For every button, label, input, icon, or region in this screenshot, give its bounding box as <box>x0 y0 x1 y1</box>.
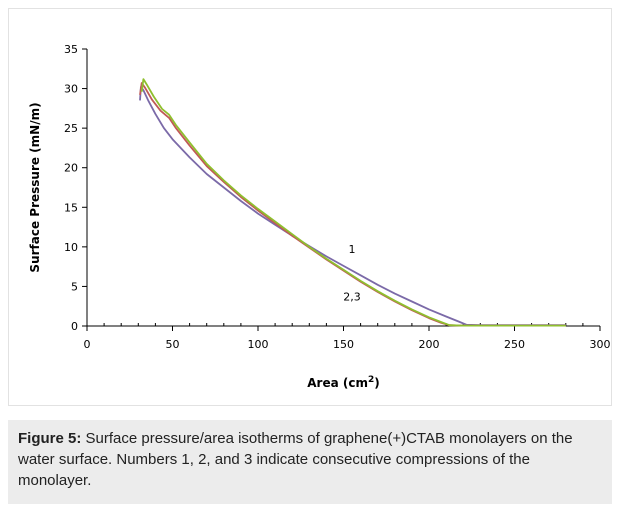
y-tick-label: 0 <box>71 320 78 333</box>
series-lines <box>139 78 566 327</box>
x-tick-label: 100 <box>248 338 269 351</box>
figure-caption: Figure 5: Surface pressure/area isotherm… <box>8 420 612 504</box>
x-tick-label: 200 <box>419 338 440 351</box>
curve-label-1: 1 <box>349 243 356 256</box>
y-tick-label: 15 <box>64 201 78 214</box>
x-tick-label: 0 <box>84 338 91 351</box>
caption-text: Surface pressure/area isotherms of graph… <box>18 430 573 489</box>
y-tick-label: 30 <box>64 83 78 96</box>
chart-frame: 0 5 10 15 20 25 30 35 0 50 100 150 200 250 300 1 2,3 Ar… <box>8 8 612 406</box>
y-tick-label: 10 <box>64 241 78 254</box>
curve-annotations: 12,3 <box>343 243 361 303</box>
x-tick-label: 250 <box>504 338 525 351</box>
caption-label: Figure 5: <box>18 430 82 447</box>
tick-marks <box>82 48 601 331</box>
curve-label-2: 2,3 <box>343 291 361 304</box>
y-tick-label: 20 <box>64 162 78 175</box>
x-tick-label: 50 <box>166 338 180 351</box>
y-tick-label: 5 <box>71 280 78 293</box>
series-line-2 <box>139 82 566 327</box>
x-tick-label: 300 <box>590 338 611 351</box>
series-line-3 <box>140 78 566 327</box>
y-axis-title: Surface Pressure (mN/m) <box>28 102 42 272</box>
x-axis-title: Area (cm2) <box>307 375 379 390</box>
axes <box>86 49 600 327</box>
y-tick-label: 25 <box>64 122 78 135</box>
series-line-1 <box>139 86 566 327</box>
x-tick-label: 150 <box>333 338 354 351</box>
tick-labels: 0 5 10 15 20 25 30 35 0 50 100 150 200 250 300 <box>64 43 611 351</box>
y-tick-label: 35 <box>64 43 78 56</box>
